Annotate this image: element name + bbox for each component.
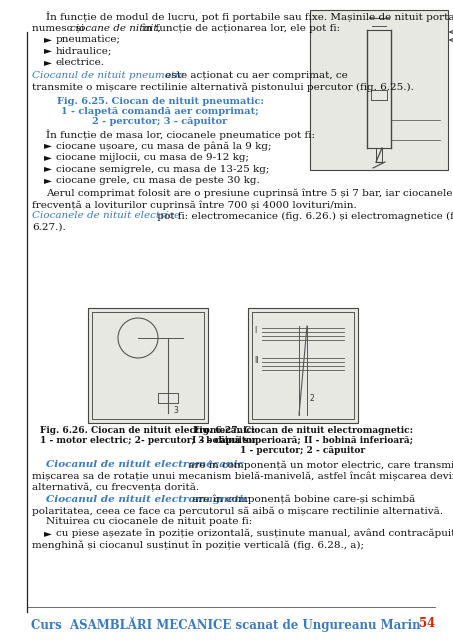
Bar [310, 10, 448, 170]
Text: Ciocanul de nituit electromagnetic: Ciocanul de nituit electromagnetic [46, 495, 250, 504]
Text: ►: ► [44, 141, 52, 150]
Text: 6.27.).: 6.27.). [32, 223, 66, 232]
Bar [248, 308, 358, 423]
Text: ciocane semigrele, cu masa de 13-25 kg;: ciocane semigrele, cu masa de 13-25 kg; [56, 164, 270, 173]
Text: Ciocanul de nituit electromecanic: Ciocanul de nituit electromecanic [46, 460, 244, 469]
Text: polaritatea, ceea ce face ca percutorul să aibă o mișcare rectilinie alternativă: polaritatea, ceea ce face ca percutorul … [32, 506, 443, 515]
Text: 2: 2 [309, 394, 314, 403]
Text: I - bobină superioară; II - bobină inferioară;: I - bobină superioară; II - bobină infer… [193, 436, 414, 445]
Text: 1 - motor electric; 2- percutor; 3 - căpuitor: 1 - motor electric; 2- percutor; 3 - căp… [39, 436, 256, 445]
Text: Ciocanele de nituit electrice: Ciocanele de nituit electrice [32, 211, 180, 221]
Text: Curs  ASAMBLĂRI MECANICE scanat de Ungureanu Marin: Curs ASAMBLĂRI MECANICE scanat de Ungure… [31, 617, 421, 632]
Text: pot fi: electromecanice (fig. 6.26.) și electromagnetice (fig.: pot fi: electromecanice (fig. 6.26.) și … [154, 211, 453, 221]
Text: 54: 54 [419, 617, 435, 630]
Text: cu piese așezate în poziție orizontală, susținute manual, având contracăpuitorul: cu piese așezate în poziție orizontală, … [56, 529, 453, 538]
Text: 2 - percutor; 3 - căpuitor: 2 - percutor; 3 - căpuitor [92, 118, 227, 127]
Text: ►: ► [44, 58, 52, 67]
Text: are în componență bobine care-și schimbă: are în componență bobine care-și schimbă [189, 495, 415, 504]
Text: Fig. 6.27. Ciocan de nituit electromagnetic:: Fig. 6.27. Ciocan de nituit electromagne… [193, 426, 413, 435]
Text: ciocane mijlocii, cu masa de 9-12 kg;: ciocane mijlocii, cu masa de 9-12 kg; [56, 153, 249, 162]
Text: În funcție de modul de lucru, pot fi portabile sau fixe. Mașinile de nituit port: În funcție de modul de lucru, pot fi por… [46, 12, 453, 22]
Text: I: I [254, 326, 256, 335]
Text: menghinǎ și ciocanul susținut în poziție verticală (fig. 6.28., a);: menghinǎ și ciocanul susținut în poziție… [32, 541, 364, 550]
Text: transmite o mișcare rectilinie alternativă pistonului percutor (fig. 6.25.).: transmite o mișcare rectilinie alternati… [32, 82, 414, 92]
Text: ciocane de nituit,: ciocane de nituit, [70, 24, 161, 33]
Text: ►: ► [44, 47, 52, 56]
Text: frecvență a loviturilor cuprinsă între 700 și 4000 lovituri/min.: frecvență a loviturilor cuprinsă între 7… [32, 200, 357, 209]
Text: 1 - clapetă comandă aer comprimat;: 1 - clapetă comandă aer comprimat; [61, 107, 259, 116]
Text: ciocane grele, cu masa de peste 30 kg.: ciocane grele, cu masa de peste 30 kg. [56, 176, 260, 185]
Text: în funcție de acționarea lor, ele pot fi:: în funcție de acționarea lor, ele pot fi… [139, 24, 340, 33]
Text: II: II [254, 356, 259, 365]
Text: Fig. 6.25. Ciocan de nituit pneumatic:: Fig. 6.25. Ciocan de nituit pneumatic: [57, 97, 264, 106]
Text: pneumatice;: pneumatice; [56, 35, 121, 44]
Text: alternativă, cu frecvența dorită.: alternativă, cu frecvența dorită. [32, 483, 199, 492]
Text: Fig. 6.26. Ciocan de nituit electromecanic:: Fig. 6.26. Ciocan de nituit electromecan… [40, 426, 255, 435]
Text: ►: ► [44, 153, 52, 162]
Text: are în componență un motor electric, care transmite: are în componență un motor electric, car… [185, 460, 453, 470]
Text: electrice.: electrice. [56, 58, 105, 67]
Text: numesc și: numesc și [32, 24, 87, 33]
Text: este acționat cu aer comprimat, ce: este acționat cu aer comprimat, ce [162, 70, 348, 79]
Text: În funcție de masa lor, ciocanele pneumatice pot fi:: În funcție de masa lor, ciocanele pneuma… [46, 130, 315, 141]
Text: ►: ► [44, 176, 52, 185]
Bar [88, 308, 208, 423]
Text: 3: 3 [173, 406, 178, 415]
Text: Ciocanul de nituit pneumatic: Ciocanul de nituit pneumatic [32, 70, 184, 79]
Text: ►: ► [44, 35, 52, 44]
Text: ciocane ușoare, cu masa de până la 9 kg;: ciocane ușoare, cu masa de până la 9 kg; [56, 141, 271, 151]
Text: hidraulice;: hidraulice; [56, 47, 112, 56]
Text: mișcarea sa de rotație unui mecanism bielă-manivelă, astfel încât mișcarea devin: mișcarea sa de rotație unui mecanism bie… [32, 472, 453, 481]
Text: 1 - percutor; 2 - căpuitor: 1 - percutor; 2 - căpuitor [241, 446, 366, 455]
Text: Aerul comprimat folosit are o presiune cuprinsă între 5 și 7 bar, iar ciocanele : Aerul comprimat folosit are o presiune c… [46, 189, 453, 198]
Text: ►: ► [44, 164, 52, 173]
Text: ►: ► [44, 529, 52, 538]
Text: Nituirea cu ciocanele de nituit poate fi:: Nituirea cu ciocanele de nituit poate fi… [46, 518, 252, 527]
